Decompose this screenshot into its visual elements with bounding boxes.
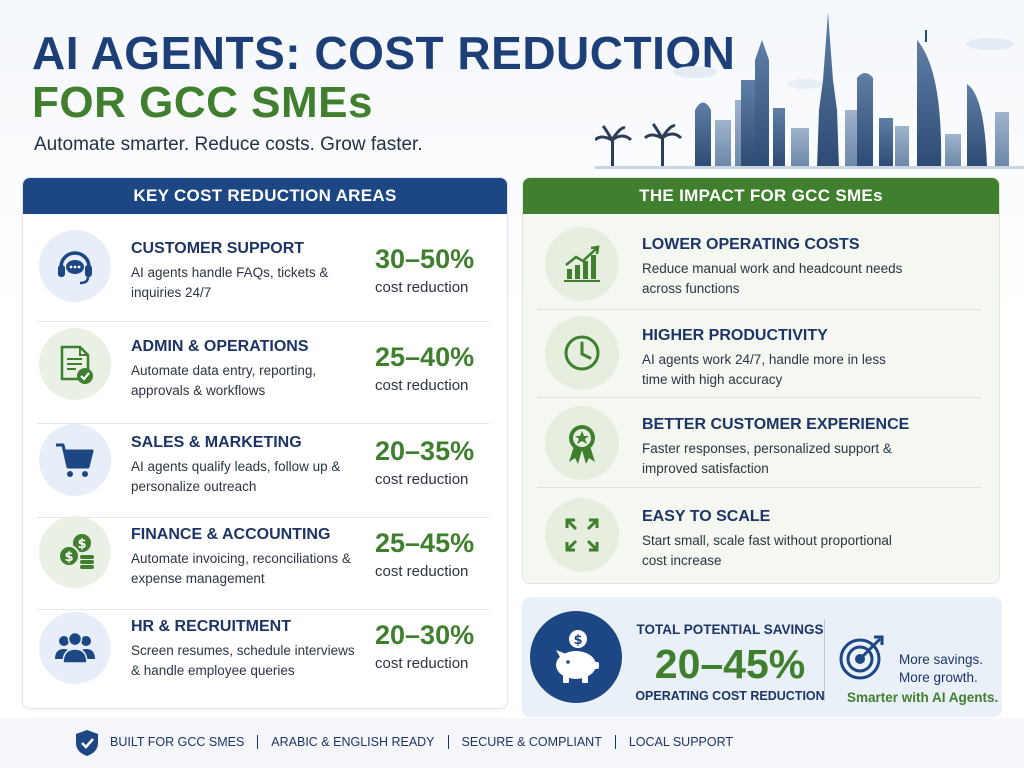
tagline-2: More growth. [899,670,978,685]
footer-item: ARABIC & ENGLISH READY [271,735,435,749]
area-row-customer-support: CUSTOMER SUPPORT AI agents handle FAQs, … [23,230,509,322]
area-title: ADMIN & OPERATIONS [131,338,309,355]
title-line-1: AI AGENTS: COST REDUCTION [32,27,736,79]
footer-separator [614,735,616,749]
footer-item: BUILT FOR GCC SMES [110,735,245,749]
area-title: HR & RECRUITMENT [131,618,291,635]
area-row-sales-marketing: SALES & MARKETING AI agents qualify lead… [23,424,509,518]
clock-icon [545,316,619,390]
area-title: CUSTOMER SUPPORT [131,240,305,257]
row-divider [37,321,489,322]
expand-icon [545,498,619,572]
area-percentage-label: cost reduction [375,471,469,488]
tagline-1: More savings. [899,652,984,667]
growth-chart-icon [545,227,619,301]
left-panel-heading: KEY COST REDUCTION AREAS [23,178,507,214]
area-description: AI agents qualify leads, follow up & per… [131,459,341,494]
impact-description: Faster responses, personalized support &… [642,441,892,476]
row-divider [37,423,489,424]
people-icon [39,612,111,684]
headset-icon [39,230,111,302]
row-divider [537,309,981,310]
area-row-admin-operations: ADMIN & OPERATIONS Automate data entry, … [23,328,509,424]
right-panel-heading: THE IMPACT FOR GCC SMEs [523,178,999,214]
area-percentage: 20–35% [375,436,475,466]
footer-separator [257,735,259,749]
area-description: Screen resumes, schedule interviews & ha… [131,643,355,678]
area-title: SALES & MARKETING [131,434,302,451]
svg-text:$: $ [573,633,582,648]
shield-check-icon [76,730,98,756]
impact-title: EASY TO SCALE [642,508,771,525]
row-divider [37,517,489,518]
impact-title: LOWER OPERATING COSTS [642,236,860,253]
area-title: FINANCE & ACCOUNTING [131,526,331,543]
footer-items: BUILT FOR GCC SMES ARABIC & ENGLISH READ… [110,735,733,749]
svg-text:$: $ [77,537,86,552]
document-check-icon [39,328,111,400]
cart-icon [39,424,111,496]
area-description: AI agents handle FAQs, tickets & inquiri… [131,265,329,300]
impact-row-lower-costs: LOWER OPERATING COSTS Reduce manual work… [523,222,1001,310]
area-percentage: 25–45% [375,528,475,558]
area-description: Automate data entry, reporting, approval… [131,363,317,398]
row-divider [37,609,489,610]
footer-separator [447,735,449,749]
footer-item: LOCAL SUPPORT [628,735,734,749]
area-percentage: 30–50% [375,244,475,274]
impact-description: Reduce manual work and headcount needs a… [642,261,903,296]
footer-item: SECURE & COMPLIANT [461,735,602,749]
impact-title: HIGHER PRODUCTIVITY [642,327,828,344]
cost-reduction-areas-panel: KEY COST REDUCTION AREAS CUSTOMER SUPPOR… [22,177,508,709]
area-description: Automate invoicing, reconciliations & ex… [131,551,351,586]
award-icon [545,406,619,480]
piggy-bank-icon: $ [530,611,622,703]
area-percentage: 25–40% [375,342,475,372]
impact-description: Start small, scale fast without proporti… [642,533,892,568]
row-divider [537,397,981,398]
area-percentage-label: cost reduction [375,655,469,672]
tagline-3: Smarter with AI Agents. [847,690,999,705]
area-percentage-label: cost reduction [375,563,469,580]
area-percentage: 20–30% [375,620,475,650]
impact-row-productivity: HIGHER PRODUCTIVITY AI agents work 24/7,… [523,310,1001,398]
savings-sub: OPERATING COST REDUCTION [635,689,825,703]
total-savings-box: $ TOTAL POTENTIAL SAVINGS 20–45% OPERATI… [522,597,1002,717]
subtitle: Automate smarter. Reduce costs. Grow fas… [34,134,423,155]
savings-value: 20–45% [654,641,806,687]
impact-row-scale: EASY TO SCALE Start small, scale fast wi… [523,488,1001,576]
impact-panel: THE IMPACT FOR GCC SMEs LOWER OPERATING … [522,177,1000,584]
impact-title: BETTER CUSTOMER EXPERIENCE [642,416,910,433]
impact-description: AI agents work 24/7, handle more in less… [642,352,886,387]
city-skyline-image [595,12,1024,169]
savings-separator [824,619,825,701]
svg-text:$: $ [64,550,73,565]
area-row-hr-recruitment: HR & RECRUITMENT Screen resumes, schedul… [23,612,509,702]
impact-row-customer-experience: BETTER CUSTOMER EXPERIENCE Faster respon… [523,400,1001,488]
row-divider [537,487,981,488]
area-row-finance-accounting: $ $ FINANCE & ACCOUNTING Automate invoic… [23,516,509,610]
savings-label: TOTAL POTENTIAL SAVINGS [636,622,824,637]
target-icon [839,635,884,680]
title-line-2: FOR GCC SMEs [32,78,373,127]
footer-bar: BUILT FOR GCC SMES ARABIC & ENGLISH READ… [0,718,1024,768]
area-percentage-label: cost reduction [375,279,469,296]
area-percentage-label: cost reduction [375,377,469,394]
coins-icon: $ $ [39,516,111,588]
